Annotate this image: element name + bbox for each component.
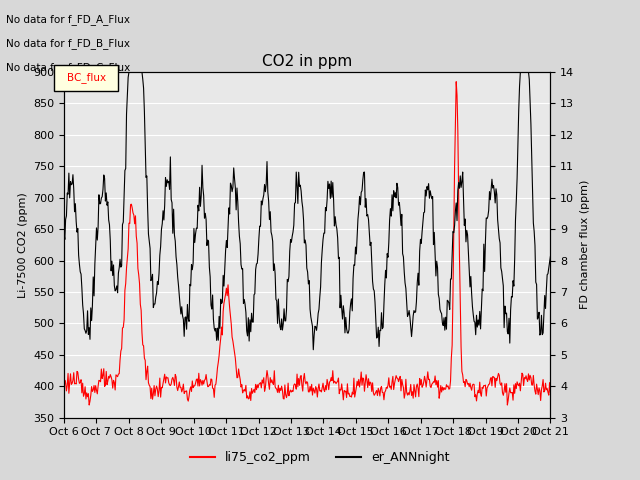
li75_co2_ppm	[147, 396, 155, 401]
er_ANNnight	[348, 308, 356, 314]
er_ANNnight	[147, 278, 155, 284]
Line: er_ANNnight: er_ANNnight	[64, 72, 550, 350]
li75_co2_ppm	[60, 389, 68, 395]
li75_co2_ppm	[547, 390, 554, 396]
Line: li75_co2_ppm: li75_co2_ppm	[64, 82, 550, 405]
li75_co2_ppm	[427, 384, 435, 390]
er_ANNnight	[186, 282, 194, 288]
Text: No data for f_FD_C_Flux: No data for f_FD_C_Flux	[6, 62, 131, 73]
er_ANNnight	[428, 196, 436, 202]
Legend: li75_co2_ppm, er_ANNnight: li75_co2_ppm, er_ANNnight	[186, 446, 454, 469]
er_ANNnight	[310, 347, 317, 353]
Text: BC_flux: BC_flux	[67, 72, 106, 84]
li75_co2_ppm	[85, 402, 93, 408]
li75_co2_ppm	[386, 384, 394, 390]
er_ANNnight	[60, 229, 68, 235]
Text: No data for f_FD_B_Flux: No data for f_FD_B_Flux	[6, 38, 131, 49]
er_ANNnight	[125, 69, 133, 75]
li75_co2_ppm	[281, 382, 289, 388]
li75_co2_ppm	[186, 387, 194, 393]
li75_co2_ppm	[452, 79, 460, 84]
er_ANNnight	[547, 253, 554, 259]
Y-axis label: Li-7500 CO2 (ppm): Li-7500 CO2 (ppm)	[17, 192, 28, 298]
Text: No data for f_FD_A_Flux: No data for f_FD_A_Flux	[6, 14, 131, 25]
Title: CO2 in ppm: CO2 in ppm	[262, 54, 353, 70]
Y-axis label: FD chamber flux (ppm): FD chamber flux (ppm)	[580, 180, 590, 310]
er_ANNnight	[281, 318, 289, 324]
er_ANNnight	[387, 206, 394, 212]
li75_co2_ppm	[348, 394, 355, 400]
